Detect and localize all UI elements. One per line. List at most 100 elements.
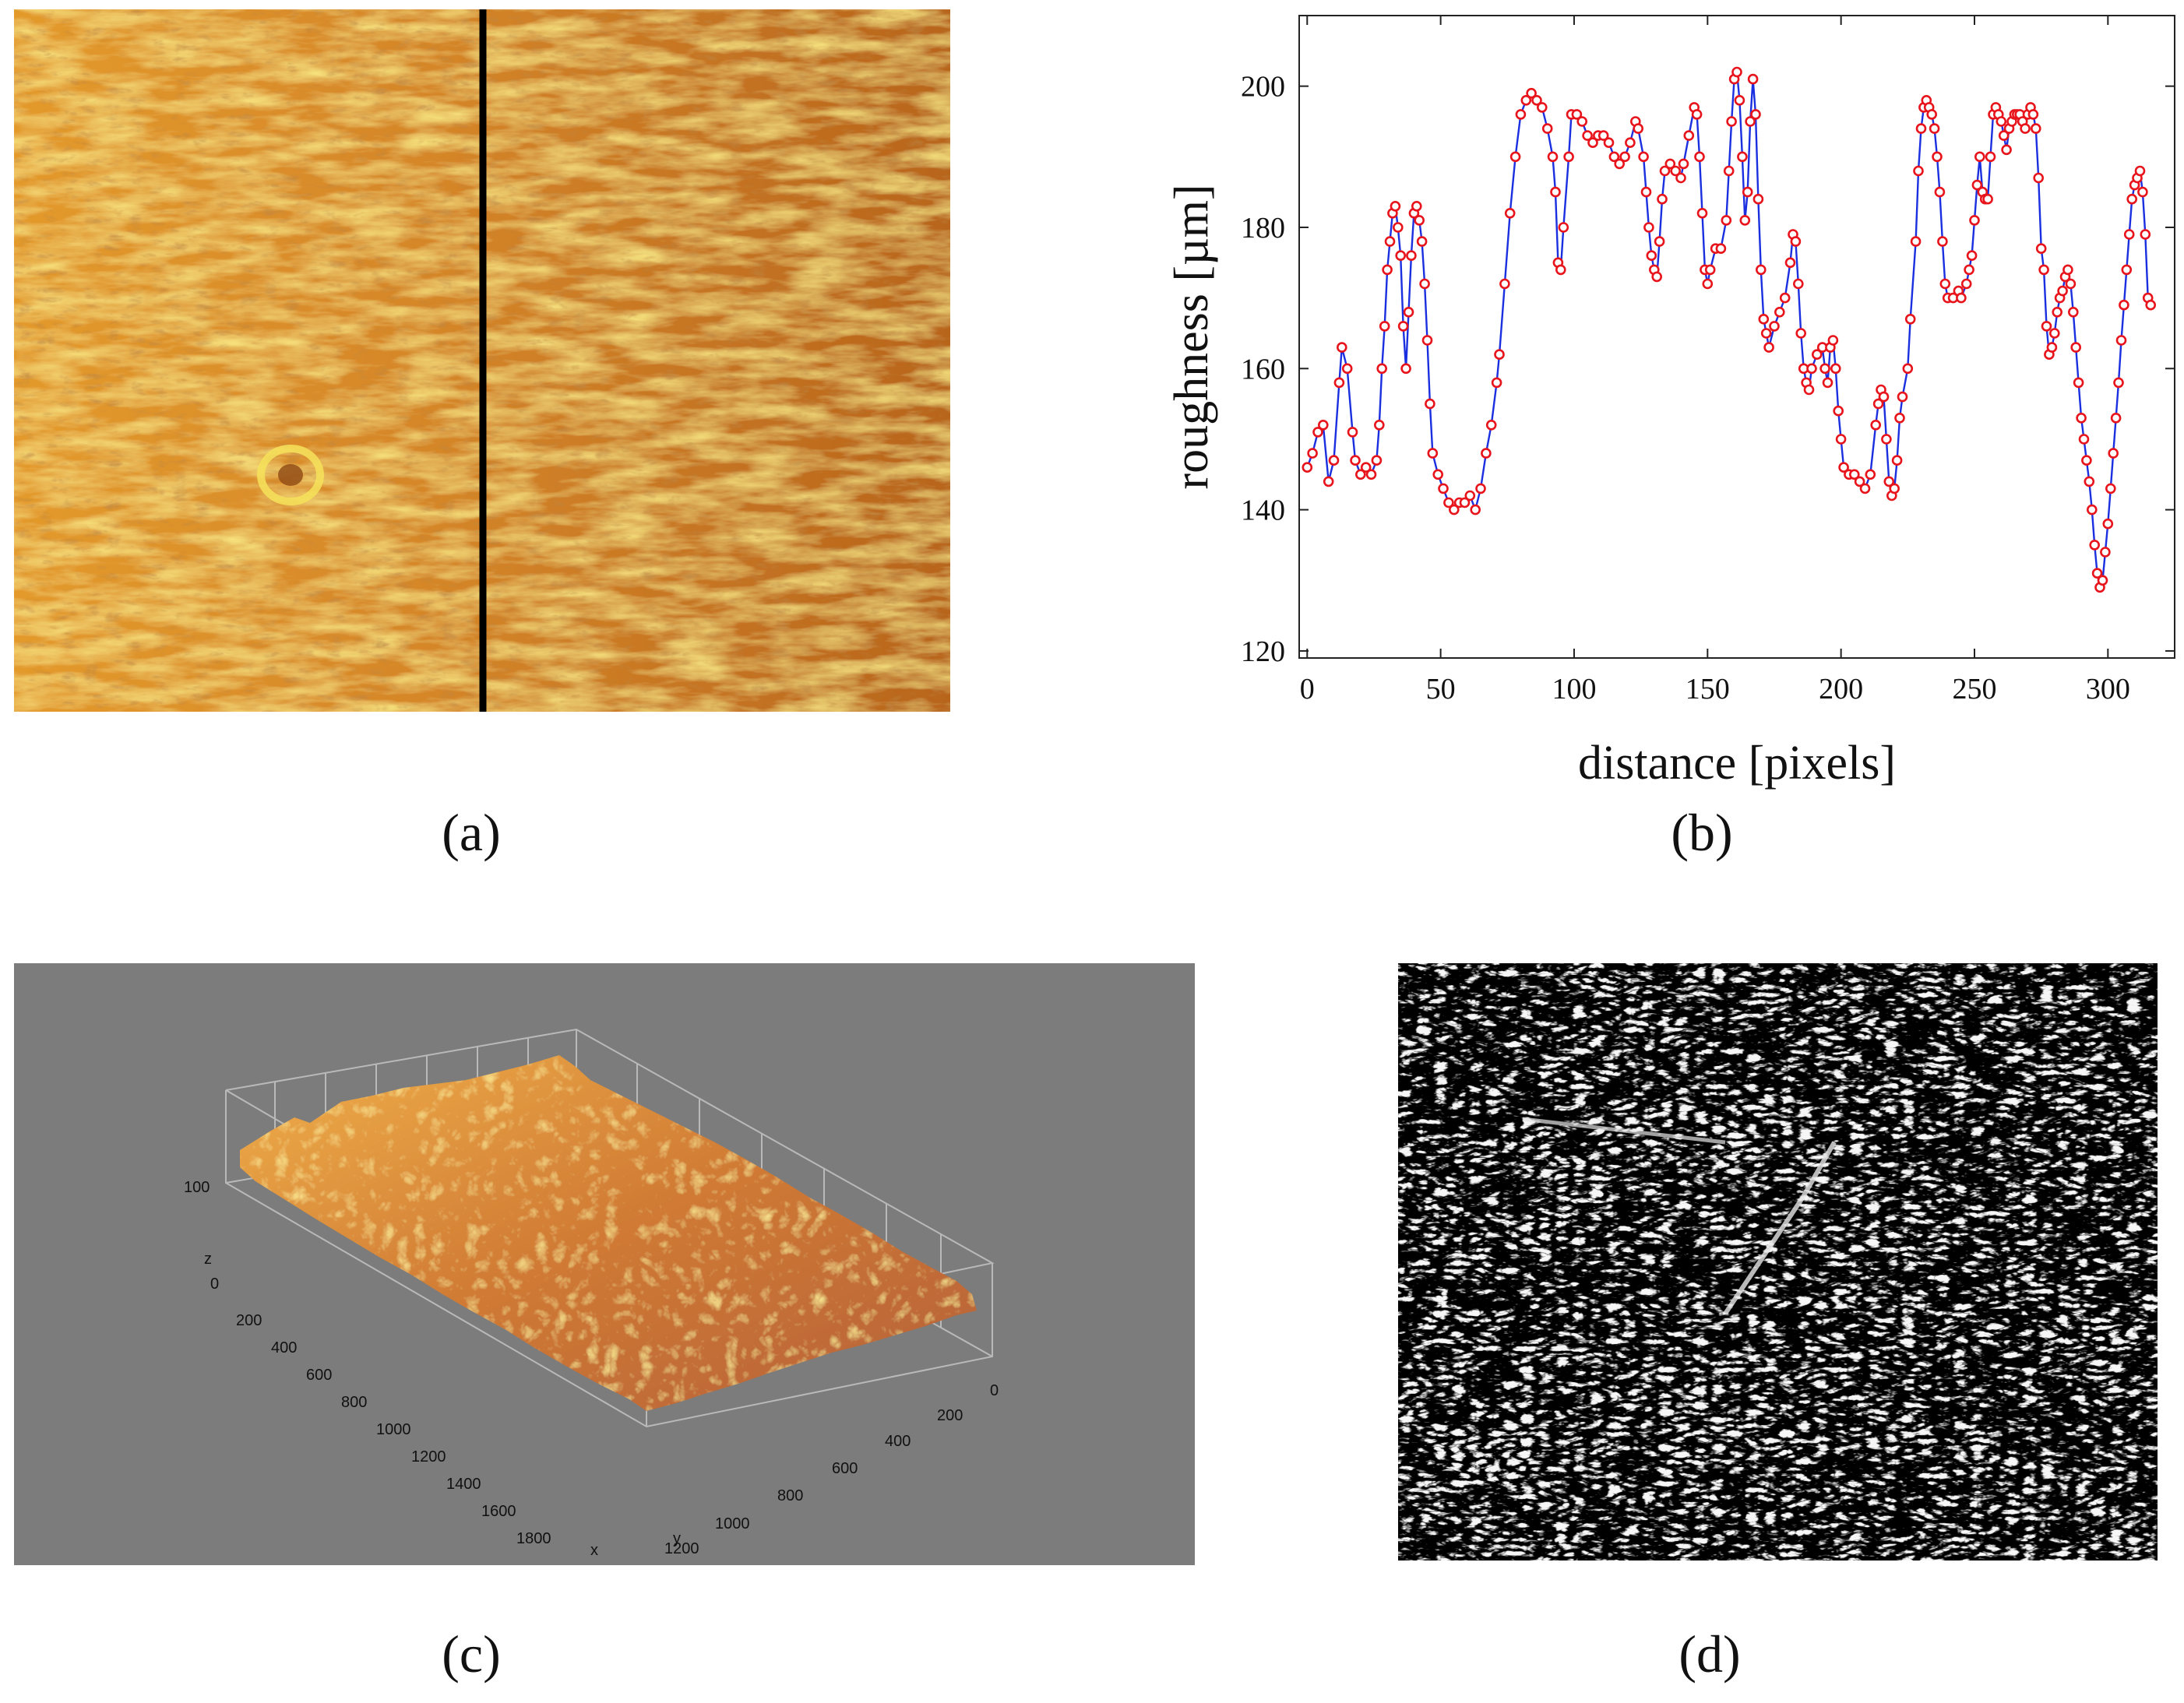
data-point <box>1354 469 1366 480</box>
data-point <box>1939 278 1951 290</box>
edge-map-image <box>1398 963 2158 1560</box>
data-point <box>1848 469 1860 480</box>
z-tick-0: 0 <box>210 1275 219 1293</box>
data-point <box>2126 193 2137 205</box>
data-point <box>1520 95 1532 106</box>
data-point <box>2140 229 2151 240</box>
data-point <box>1897 391 1908 403</box>
data-point <box>1889 483 1900 494</box>
data-point <box>1758 313 1770 325</box>
data-point <box>1883 476 1895 487</box>
data-point <box>1696 207 1708 219</box>
data-point <box>1854 476 1865 487</box>
data-point <box>1891 455 1903 466</box>
data-point <box>1715 243 1727 255</box>
data-point <box>1833 405 1844 417</box>
data-point <box>2110 412 2122 424</box>
data-point <box>1779 292 1791 304</box>
data-point <box>1872 398 1884 410</box>
data-point <box>1390 200 1401 212</box>
caption-d: (d) <box>1679 1624 1741 1684</box>
x-tick-label: 150 <box>1686 673 1730 705</box>
data-point <box>1419 278 1430 290</box>
x-axis-label: x <box>590 1542 598 1559</box>
data-point <box>2076 412 2087 424</box>
data-point <box>2097 575 2108 586</box>
data-point <box>2145 299 2156 311</box>
caption-b: (b) <box>1671 803 1733 862</box>
data-point <box>1318 419 1329 431</box>
data-point <box>1382 264 1393 276</box>
data-point <box>1421 335 1433 346</box>
data-point <box>2137 186 2148 198</box>
data-point <box>1379 321 1390 332</box>
data-point <box>1694 151 1705 163</box>
x-axis-title: distance [pixels] <box>1578 737 1896 790</box>
data-point <box>2089 540 2100 551</box>
data-point <box>1582 130 1593 141</box>
data-point <box>1475 483 1486 494</box>
data-point <box>2068 306 2079 318</box>
data-point <box>1614 158 1626 170</box>
data-point <box>1608 151 1620 163</box>
data-point <box>1485 419 1497 431</box>
data-point <box>1494 349 1505 361</box>
x-tick: 1800 <box>516 1530 551 1547</box>
data-point <box>1438 483 1449 494</box>
x-tick-label: 300 <box>2086 673 2130 705</box>
data-point <box>1675 172 1686 184</box>
data-point <box>1432 469 1444 480</box>
x-tick: 800 <box>341 1394 367 1411</box>
data-point <box>1822 377 1834 389</box>
data-point <box>1328 455 1340 466</box>
data-point <box>1406 250 1417 262</box>
data-point <box>1881 434 1892 445</box>
y-tick-label: 160 <box>1241 353 1285 385</box>
caption-a: (a) <box>442 803 501 862</box>
data-point <box>1333 377 1345 389</box>
data-point <box>1811 349 1823 361</box>
x-tick: 400 <box>271 1339 297 1356</box>
data-point <box>1392 222 1404 233</box>
data-point <box>1982 193 1993 205</box>
data-point <box>2078 434 2090 445</box>
data-point <box>2052 306 2062 318</box>
data-point <box>1664 158 1676 170</box>
data-point <box>2102 518 2114 530</box>
data-point <box>1397 321 1409 332</box>
data-point <box>1747 73 1759 85</box>
data-point <box>1558 222 1569 233</box>
data-point <box>1643 222 1654 233</box>
data-point <box>2115 335 2127 346</box>
data-point <box>1659 165 1671 177</box>
data-point <box>1795 328 1807 339</box>
data-point <box>1654 236 1665 247</box>
data-point <box>1400 363 1411 375</box>
data-point <box>1481 448 1492 459</box>
data-point <box>1971 179 1983 191</box>
roughness-chart-svg: 0 50 100 150 200 250 300 120 140 160 180 200 distanc… <box>1165 15 2175 790</box>
data-point <box>1763 342 1774 353</box>
surface-3d-panel: 100 z 0 200 400 600 800 1000 1200 1400 1… <box>14 963 1195 1565</box>
data-point <box>1803 384 1815 396</box>
data-point <box>1792 278 1804 290</box>
data-point <box>1723 165 1735 177</box>
data-point <box>1790 236 1802 247</box>
data-point <box>2119 299 2129 311</box>
data-point <box>1806 363 1817 375</box>
data-point <box>1427 448 1439 459</box>
data-point <box>1425 398 1435 410</box>
data-point <box>2027 109 2039 120</box>
data-point <box>1638 151 1649 163</box>
data-point <box>1640 186 1652 198</box>
data-point <box>1384 236 1396 247</box>
data-point <box>1704 264 1716 276</box>
data-point <box>1411 200 1422 212</box>
y-tick-label: 180 <box>1241 212 1285 245</box>
plot-frame <box>1298 15 2175 659</box>
data-point <box>1750 109 1761 120</box>
x-tick-label: 250 <box>1952 673 1996 705</box>
data-point <box>1678 158 1689 170</box>
data-point <box>2134 165 2146 177</box>
data-point <box>1755 264 1767 276</box>
